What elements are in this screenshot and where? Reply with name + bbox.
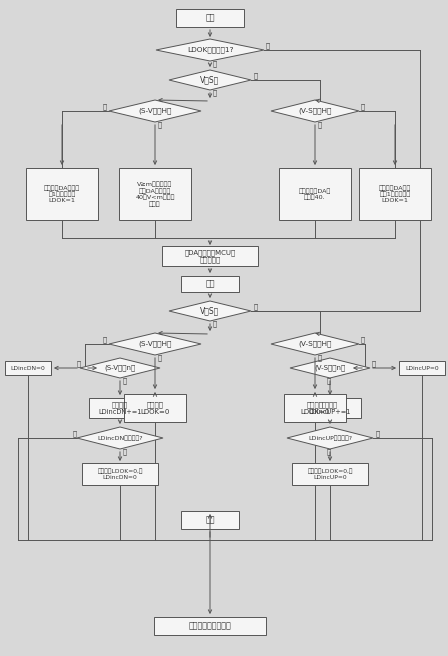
FancyBboxPatch shape bbox=[5, 361, 51, 375]
Text: (S-V）＞n？: (S-V）＞n？ bbox=[104, 365, 136, 371]
Text: (V-S）＞n？: (V-S）＞n？ bbox=[314, 365, 345, 371]
FancyBboxPatch shape bbox=[26, 168, 98, 220]
Text: (V-S）＞H？: (V-S）＞H？ bbox=[298, 108, 332, 114]
Polygon shape bbox=[287, 427, 373, 449]
Text: 是: 是 bbox=[123, 449, 127, 455]
Text: 否: 否 bbox=[372, 361, 376, 367]
Text: 否: 否 bbox=[327, 378, 331, 384]
Text: 返回: 返回 bbox=[205, 279, 215, 289]
FancyBboxPatch shape bbox=[124, 394, 186, 422]
Text: 是: 是 bbox=[254, 73, 258, 79]
FancyBboxPatch shape bbox=[119, 168, 191, 220]
Text: LDincUP是否大于?: LDincUP是否大于? bbox=[308, 435, 352, 441]
Text: 开始: 开始 bbox=[205, 14, 215, 22]
Polygon shape bbox=[109, 100, 201, 122]
FancyBboxPatch shape bbox=[176, 9, 244, 27]
Text: 是: 是 bbox=[327, 449, 331, 455]
Text: LDOK是否等于1?: LDOK是否等于1? bbox=[187, 47, 233, 53]
Text: 否: 否 bbox=[376, 431, 380, 438]
Text: 是: 是 bbox=[77, 361, 81, 367]
Text: (V-S）＞H？: (V-S）＞H？ bbox=[298, 340, 332, 347]
Text: 置存志位LDOK=0,让
LDincUP=0: 置存志位LDOK=0,让 LDincUP=0 bbox=[307, 468, 353, 480]
Text: 计算变量
LDincDN+=1: 计算变量 LDincDN+=1 bbox=[98, 401, 142, 415]
FancyBboxPatch shape bbox=[181, 511, 239, 529]
Text: 调节边界值标，返回: 调节边界值标，返回 bbox=[189, 621, 231, 630]
FancyBboxPatch shape bbox=[162, 246, 258, 266]
Polygon shape bbox=[80, 358, 160, 378]
Text: LDincDN是否大于?: LDincDN是否大于? bbox=[97, 435, 143, 441]
Text: 微调节，DA数值
减少1，置标志位
LDOK=1: 微调节，DA数值 减少1，置标志位 LDOK=1 bbox=[379, 185, 411, 203]
Text: 置标志位
LDOK=0: 置标志位 LDOK=0 bbox=[300, 401, 330, 415]
Text: (S-V）＞H？: (S-V）＞H？ bbox=[138, 340, 172, 347]
Text: 是: 是 bbox=[158, 122, 162, 129]
FancyBboxPatch shape bbox=[284, 394, 346, 422]
FancyBboxPatch shape bbox=[292, 463, 368, 485]
Text: V≥m时，快速调
节，DA数值增加
40；V<m时，测
试调节: V≥m时，快速调 节，DA数值增加 40；V<m时，测 试调节 bbox=[135, 182, 175, 207]
Text: 否: 否 bbox=[361, 104, 365, 110]
Text: 返回: 返回 bbox=[205, 516, 215, 525]
Text: 否: 否 bbox=[213, 61, 217, 68]
FancyBboxPatch shape bbox=[154, 617, 266, 635]
Text: (S-V）＞H？: (S-V）＞H？ bbox=[138, 108, 172, 114]
Text: LDincDN=0: LDincDN=0 bbox=[11, 365, 45, 371]
FancyBboxPatch shape bbox=[399, 361, 445, 375]
Text: 是: 是 bbox=[266, 43, 270, 49]
Polygon shape bbox=[77, 427, 163, 449]
FancyBboxPatch shape bbox=[279, 168, 351, 220]
Polygon shape bbox=[169, 301, 251, 321]
Text: 是: 是 bbox=[318, 122, 322, 129]
FancyBboxPatch shape bbox=[89, 398, 151, 418]
Text: 置存志位LDOK=0,让
LDincDN=0: 置存志位LDOK=0,让 LDincDN=0 bbox=[97, 468, 143, 480]
Text: 快速调节，DA数
值减少40.: 快速调节，DA数 值减少40. bbox=[299, 188, 331, 200]
Text: 否: 否 bbox=[123, 378, 127, 384]
Text: 计算变量
LDincUP+=1: 计算变量 LDincUP+=1 bbox=[309, 401, 351, 415]
Polygon shape bbox=[109, 333, 201, 355]
Text: 是: 是 bbox=[318, 355, 322, 361]
Text: 否: 否 bbox=[103, 104, 107, 110]
Text: V＞S？: V＞S？ bbox=[200, 75, 220, 85]
Text: 是: 是 bbox=[158, 355, 162, 361]
FancyBboxPatch shape bbox=[82, 463, 158, 485]
Polygon shape bbox=[290, 358, 370, 378]
Text: 否: 否 bbox=[73, 431, 77, 438]
Text: 置标志位
LDOK=0: 置标志位 LDOK=0 bbox=[140, 401, 170, 415]
FancyBboxPatch shape bbox=[181, 276, 239, 292]
Text: 将DA数值通过MCU设
置到激光器: 将DA数值通过MCU设 置到激光器 bbox=[185, 249, 236, 263]
Text: 是: 是 bbox=[254, 304, 258, 310]
Text: LDincUP=0: LDincUP=0 bbox=[405, 365, 439, 371]
Text: 否: 否 bbox=[361, 337, 365, 343]
FancyBboxPatch shape bbox=[299, 398, 361, 418]
Text: 否: 否 bbox=[213, 321, 217, 327]
Text: V＞S？: V＞S？ bbox=[200, 306, 220, 316]
Polygon shape bbox=[169, 70, 251, 90]
FancyBboxPatch shape bbox=[359, 168, 431, 220]
Polygon shape bbox=[271, 100, 359, 122]
Polygon shape bbox=[271, 333, 359, 355]
Polygon shape bbox=[156, 39, 264, 61]
Text: 否: 否 bbox=[103, 337, 107, 343]
Text: 微调节，DA数值增
加1，置标志位
LDOK=1: 微调节，DA数值增 加1，置标志位 LDOK=1 bbox=[44, 185, 80, 203]
Text: 否: 否 bbox=[213, 90, 217, 96]
